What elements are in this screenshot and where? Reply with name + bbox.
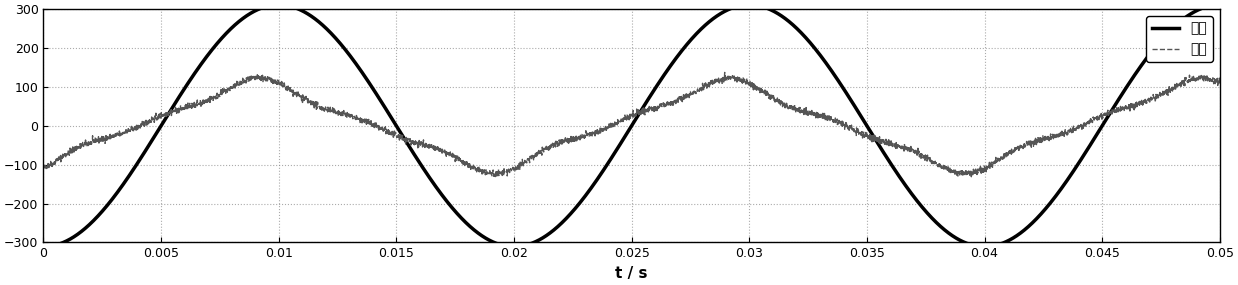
电流 [250,76,265,79]
电流 [742,85,756,88]
电压 [1212,3,1227,7]
X-axis label: t / s: t / s [615,266,647,281]
电压 [485,240,500,244]
Line: 电压: 电压 [43,5,1219,247]
电压 [1003,238,1018,241]
电压 [914,204,928,208]
Legend: 电压, 电流: 电压, 电流 [1146,16,1213,62]
电压 [801,39,816,42]
电流 [36,166,51,169]
电压 [250,8,265,12]
电流 [914,156,928,160]
电流 [717,71,732,74]
电流 [1004,148,1019,151]
电流 [485,169,500,172]
Line: 电流: 电流 [43,72,1219,178]
电流 [489,176,504,179]
电压 [36,245,51,249]
电压 [742,3,756,7]
电流 [801,109,816,113]
电流 [1212,83,1227,86]
